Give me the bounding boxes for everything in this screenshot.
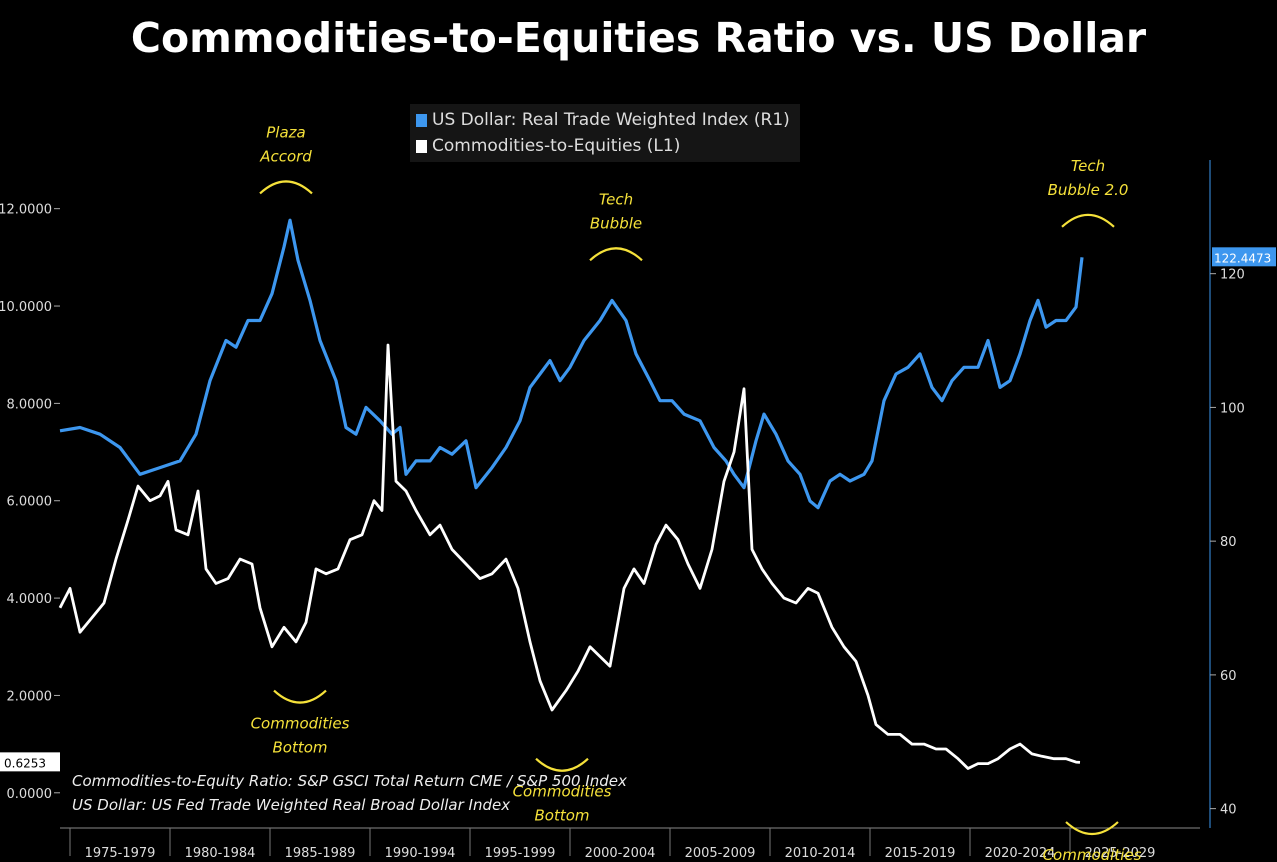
annotation-label: Tech Bubble 2.0 (1048, 157, 1129, 199)
x-tick-label: 2010-2014 (785, 846, 856, 861)
y-right-tick-label: 100 (1220, 401, 1245, 416)
y-left-tick-label: 12.0000 (0, 203, 52, 218)
annotation-label: Commodities Bottom (251, 715, 350, 757)
y-left-tick-label: 10.0000 (0, 300, 52, 315)
y-left-tick-label: 0.0000 (7, 787, 53, 802)
legend-swatch-ratio (416, 139, 427, 153)
y-right-tick-label: 80 (1220, 535, 1237, 550)
annotation-arc (259, 180, 313, 195)
legend-item-dollar: US Dollar: Real Trade Weighted Index (R1… (416, 107, 790, 133)
x-tick-label: 1990-1994 (385, 846, 456, 861)
x-tick-label: 2005-2009 (685, 846, 756, 861)
y-left-tick-label: 4.0000 (7, 592, 53, 607)
annotation-line: Commodities (1043, 846, 1142, 862)
last-value-tag-dollar (1212, 247, 1276, 267)
annotation-arc (273, 689, 327, 704)
y-left-tick-label: 6.0000 (7, 495, 53, 510)
y-right-tick-label: 40 (1220, 803, 1237, 818)
annotation-line: Bubble 2.0 (1048, 181, 1129, 199)
y-left-tick-label: 2.0000 (7, 689, 53, 704)
legend: US Dollar: Real Trade Weighted Index (R1… (410, 104, 800, 162)
legend-label-ratio: Commodities-to-Equities (L1) (432, 136, 681, 156)
annotation-arc (535, 757, 589, 772)
legend-item-ratio: Commodities-to-Equities (L1) (416, 133, 790, 159)
annotation-label: Commodities Bottom (513, 783, 612, 825)
y-left-tick-label: 8.0000 (7, 397, 53, 412)
source-note-dollar: US Dollar: US Fed Trade Weighted Real Br… (72, 796, 511, 814)
x-tick-label: 2025-2029 (1085, 846, 1156, 861)
x-tick-label: 2020-2024 (985, 846, 1056, 861)
annotation-arc (1061, 213, 1115, 228)
x-tick-label: 1980-1984 (185, 846, 256, 861)
annotation-label: Plaza Accord (259, 123, 312, 165)
x-tick-label: 1975-1979 (85, 846, 156, 861)
annotation-line: Plaza (266, 123, 305, 141)
annotation-line: Bubble (590, 214, 642, 232)
y-right-tick-label: 60 (1220, 669, 1237, 684)
y-right-tick-label: 120 (1220, 268, 1245, 283)
legend-swatch-dollar (416, 113, 427, 127)
chart-title: Commodities-to-Equities Ratio vs. US Dol… (130, 14, 1147, 62)
series-line-commodities-to-equities (58, 343, 1081, 770)
annotation-line: Commodities (513, 783, 612, 801)
annotation-line: Bottom (534, 807, 589, 825)
last-value-label-ratio: 0.6253 (4, 756, 46, 770)
annotation-label: Tech Bubble (590, 190, 642, 232)
x-tick-label: 1985-1989 (285, 846, 356, 861)
annotation-line: Tech (1071, 157, 1105, 175)
x-tick-label: 2015-2019 (885, 846, 956, 861)
x-tick-label: 1995-1999 (485, 846, 556, 861)
last-value-label-dollar: 122.4473 (1214, 251, 1271, 265)
annotation-line: Accord (259, 147, 312, 165)
annotation-arc (1065, 821, 1119, 835)
source-note-ratio: Commodities-to-Equity Ratio: S&P GSCI To… (72, 772, 627, 790)
annotation-arc (589, 247, 643, 262)
annotation-line: Bottom (272, 739, 327, 757)
last-value-tag-ratio (0, 752, 60, 772)
x-tick-label: 2000-2004 (585, 846, 656, 861)
series-line-us-dollar (59, 218, 1084, 510)
annotation-line: Tech (599, 190, 633, 208)
legend-label-dollar: US Dollar: Real Trade Weighted Index (R1… (432, 110, 790, 130)
annotation-line: Commodities (251, 715, 350, 733)
